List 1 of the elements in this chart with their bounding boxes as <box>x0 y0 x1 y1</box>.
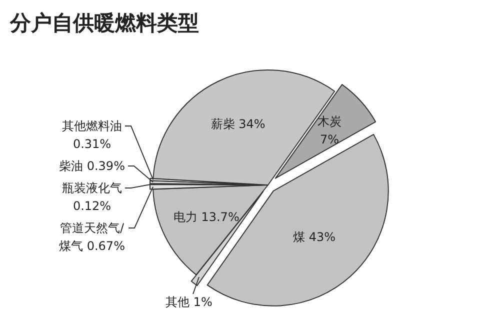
title: 分户自供暖燃料类型 <box>10 11 199 35</box>
